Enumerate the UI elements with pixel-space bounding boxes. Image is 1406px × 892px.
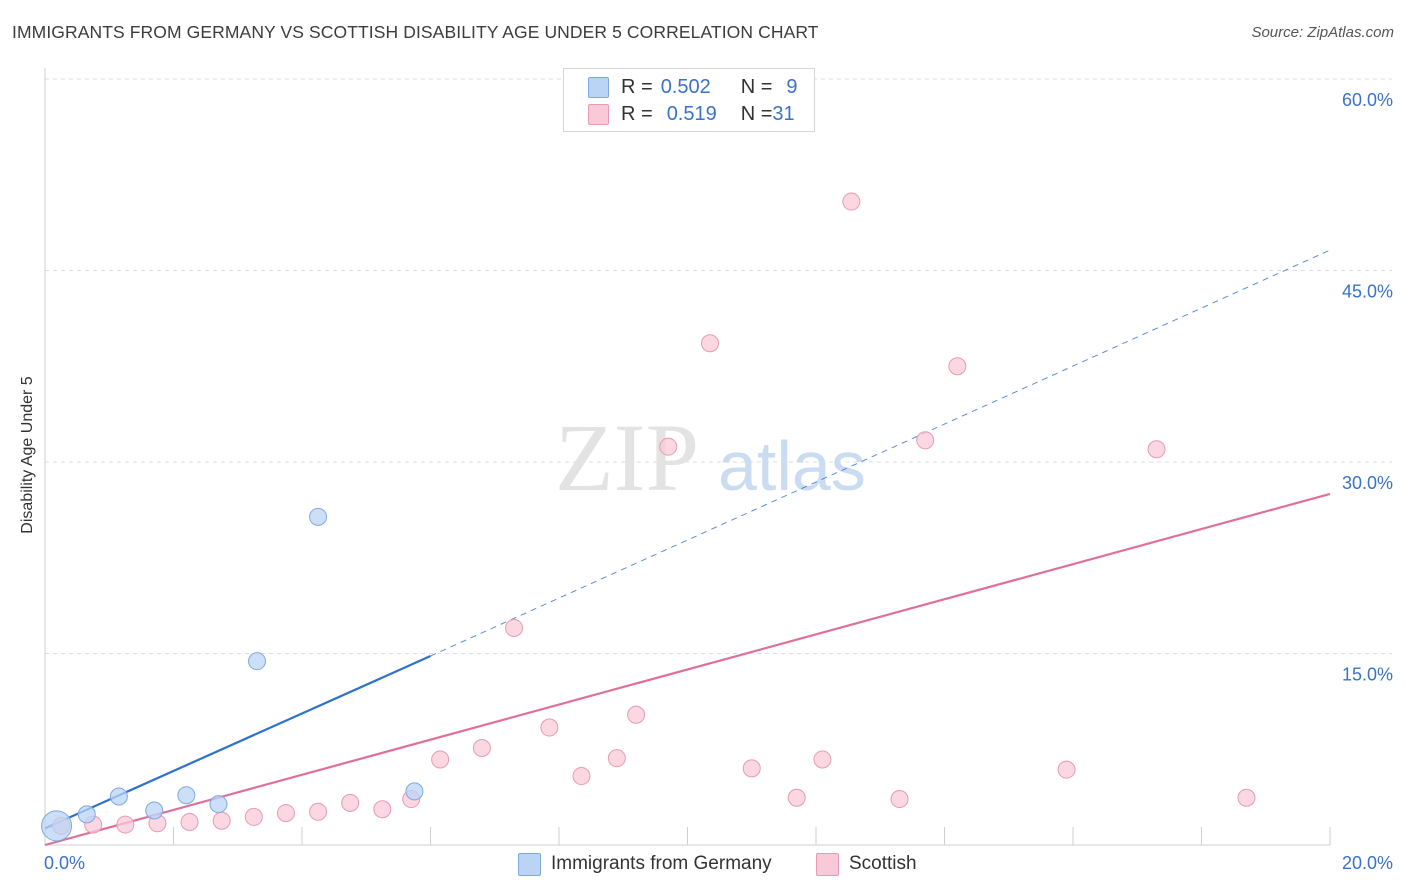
scottish-point (180, 813, 199, 832)
scottish-trend-line (44, 492, 1331, 847)
legend-r-value: 0.519 (666, 102, 717, 125)
bottom-legend-label-scottish: Scottish (849, 853, 917, 874)
scottish-point (1147, 440, 1166, 459)
scottish-point (472, 738, 491, 757)
scottish-point (813, 750, 832, 769)
scottish-point (700, 334, 719, 353)
scottish-point (212, 811, 231, 830)
legend-n-label: N = (740, 102, 773, 125)
germany-point (209, 795, 228, 814)
scottish-point (309, 802, 328, 821)
data-points (41, 192, 1256, 842)
axes (44, 68, 1331, 846)
legend-n-value: 9 (786, 75, 798, 98)
scottish-point (659, 437, 678, 456)
watermark-zip: ZIP (555, 404, 699, 511)
scottish-point (787, 788, 806, 807)
bottom-legend-swatch-scottish (816, 852, 839, 876)
y-tick-label: 60.0% (1342, 90, 1393, 110)
germany-point (405, 782, 424, 801)
scottish-point (540, 718, 559, 737)
germany-point (177, 786, 196, 805)
legend-r-label: R = (621, 102, 653, 125)
scottish-point (1237, 788, 1256, 807)
germany-point (109, 787, 128, 806)
scottish-point (1057, 760, 1076, 779)
correlation-legend: R = 0.502 N = 9 R = 0.519 N = 31 (563, 68, 815, 132)
germany-point (41, 810, 73, 842)
scottish-point (431, 750, 450, 769)
scottish-point (627, 705, 646, 724)
bottom-legend-swatch-germany (518, 852, 541, 876)
watermark-atlas: atlas (718, 427, 866, 505)
scottish-point (341, 793, 360, 812)
watermark: ZIP atlas (555, 404, 866, 511)
x-tick-label-max: 20.0% (1342, 853, 1393, 873)
legend-swatch-germany (588, 76, 609, 98)
scottish-point (742, 759, 761, 778)
trend-lines (44, 249, 1331, 847)
bottom-legend-scottish: Scottish (816, 851, 917, 877)
chart-title: IMMIGRANTS FROM GERMANY VS SCOTTISH DISA… (12, 22, 819, 42)
legend-swatch-scottish (588, 103, 609, 125)
source-label: Source: ZipAtlas.com (1251, 24, 1394, 41)
legend-n-value: 31 (772, 102, 795, 125)
legend-r-label: R = (621, 75, 653, 98)
scottish-point (373, 800, 392, 819)
germany-point (145, 801, 164, 820)
germany-point (248, 652, 267, 671)
legend-r-value: 0.502 (660, 75, 711, 98)
scottish-point (607, 749, 626, 768)
scottish-point (916, 431, 935, 450)
legend-n-label: N = (740, 75, 773, 98)
scottish-point (572, 767, 591, 786)
legend-row-scottish: R = 0.519 N = 31 (588, 101, 795, 127)
scottish-point (505, 618, 524, 637)
scottish-point (948, 357, 967, 376)
y-tick-label: 30.0% (1342, 473, 1393, 493)
x-tick-label-min: 0.0% (44, 853, 85, 873)
y-axis-label: Disability Age Under 5 (19, 376, 36, 534)
bottom-legend-label-germany: Immigrants from Germany (551, 853, 772, 874)
grid-lines (45, 78, 1392, 654)
germany-point (77, 805, 96, 824)
scottish-point (116, 815, 135, 834)
y-tick-label: 45.0% (1342, 282, 1393, 302)
bottom-legend-germany: Immigrants from Germany (518, 851, 772, 877)
scottish-point (890, 790, 909, 809)
scottish-point (244, 807, 263, 826)
germany-point (309, 507, 328, 526)
scottish-point (842, 192, 861, 211)
scottish-point (276, 804, 295, 823)
y-tick-label: 15.0% (1342, 665, 1393, 685)
tick-labels: 15.0% 30.0% 45.0% 60.0% 0.0% 20.0% (44, 90, 1393, 873)
germany-trend-line (44, 655, 431, 830)
legend-row-germany: R = 0.502 N = 9 (588, 74, 798, 100)
